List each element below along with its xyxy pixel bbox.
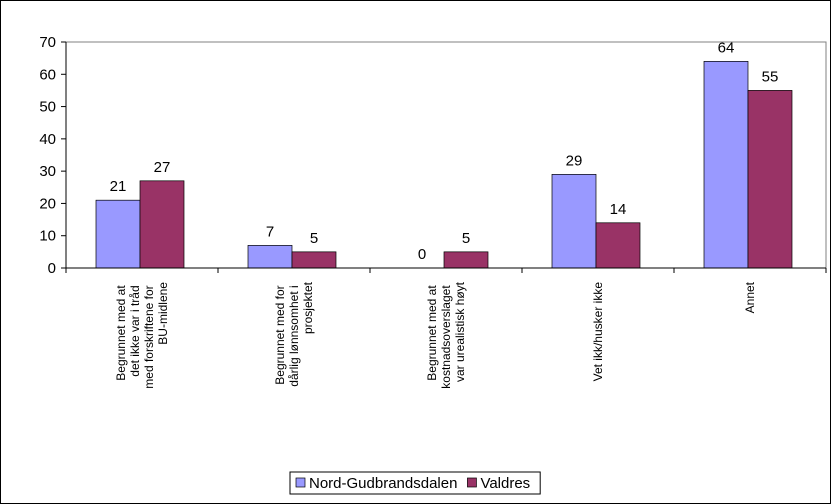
label-line: Annet	[743, 281, 757, 313]
bar	[247, 245, 293, 269]
y-tick-label: 20	[39, 195, 56, 212]
label-line: det ikke var i tråd	[128, 282, 142, 377]
label-line: Begrunnet med at	[114, 282, 128, 381]
y-tick-label: 40	[39, 131, 56, 148]
value-label: 29	[566, 152, 583, 169]
legend-label: Nord-Gudbrandsdalen	[309, 475, 457, 492]
y-tick-label: 50	[39, 99, 56, 116]
value-label: 64	[718, 39, 735, 56]
plot-area	[65, 41, 827, 269]
label-line: BU-midlene	[156, 282, 170, 345]
y-tick-label: 0	[48, 260, 56, 277]
label-line: Vet ikk/husker ikke	[591, 282, 605, 382]
legend-label: Valdres	[480, 475, 530, 492]
bar	[291, 251, 337, 269]
x-tick-label: Vet ikk/husker ikke	[591, 282, 605, 382]
legend: Nord-Gudbrandsdalen Valdres	[289, 471, 541, 495]
label-line: kostnadsoverslaget	[439, 282, 453, 389]
value-label: 14	[610, 201, 627, 218]
x-tick-label: Begrunnet med for dårlig lønnsomhet i pr…	[273, 281, 315, 386]
y-tick-label: 30	[39, 163, 56, 180]
bar	[139, 180, 185, 269]
y-tick-label: 60	[39, 66, 56, 83]
label-line: med forskriftene for	[142, 282, 156, 389]
bar	[443, 251, 489, 269]
legend-swatch	[295, 477, 306, 488]
label-line: dårlig lønnsomhet i	[287, 282, 301, 387]
bar	[703, 61, 749, 269]
y-tick-label: 70	[39, 34, 56, 51]
value-label: 5	[310, 230, 318, 247]
bar	[747, 90, 793, 269]
label-line: Begrunnet med for	[273, 282, 287, 385]
legend-swatch	[467, 477, 477, 488]
value-label: 0	[418, 246, 426, 263]
label-line: Begrunnet med at	[425, 282, 439, 381]
x-tick-label: Begrunnet med at kostnadsoverslaget var …	[425, 281, 467, 388]
bar	[95, 199, 141, 269]
label-line: var urealistisk høyt	[453, 281, 467, 382]
y-tick-label: 10	[39, 228, 56, 245]
label-line: prosjektet	[301, 281, 315, 334]
value-label: 55	[762, 68, 779, 85]
value-label: 7	[266, 223, 274, 240]
bar	[551, 174, 597, 269]
value-label: 5	[462, 230, 470, 247]
value-label: 21	[110, 178, 127, 195]
x-tick-label: Begrunnet med at det ikke var i tråd med…	[114, 282, 170, 389]
legend-box	[289, 471, 541, 495]
bar	[595, 222, 641, 269]
value-label: 27	[154, 159, 171, 176]
x-tick-label: Annet	[743, 281, 757, 313]
